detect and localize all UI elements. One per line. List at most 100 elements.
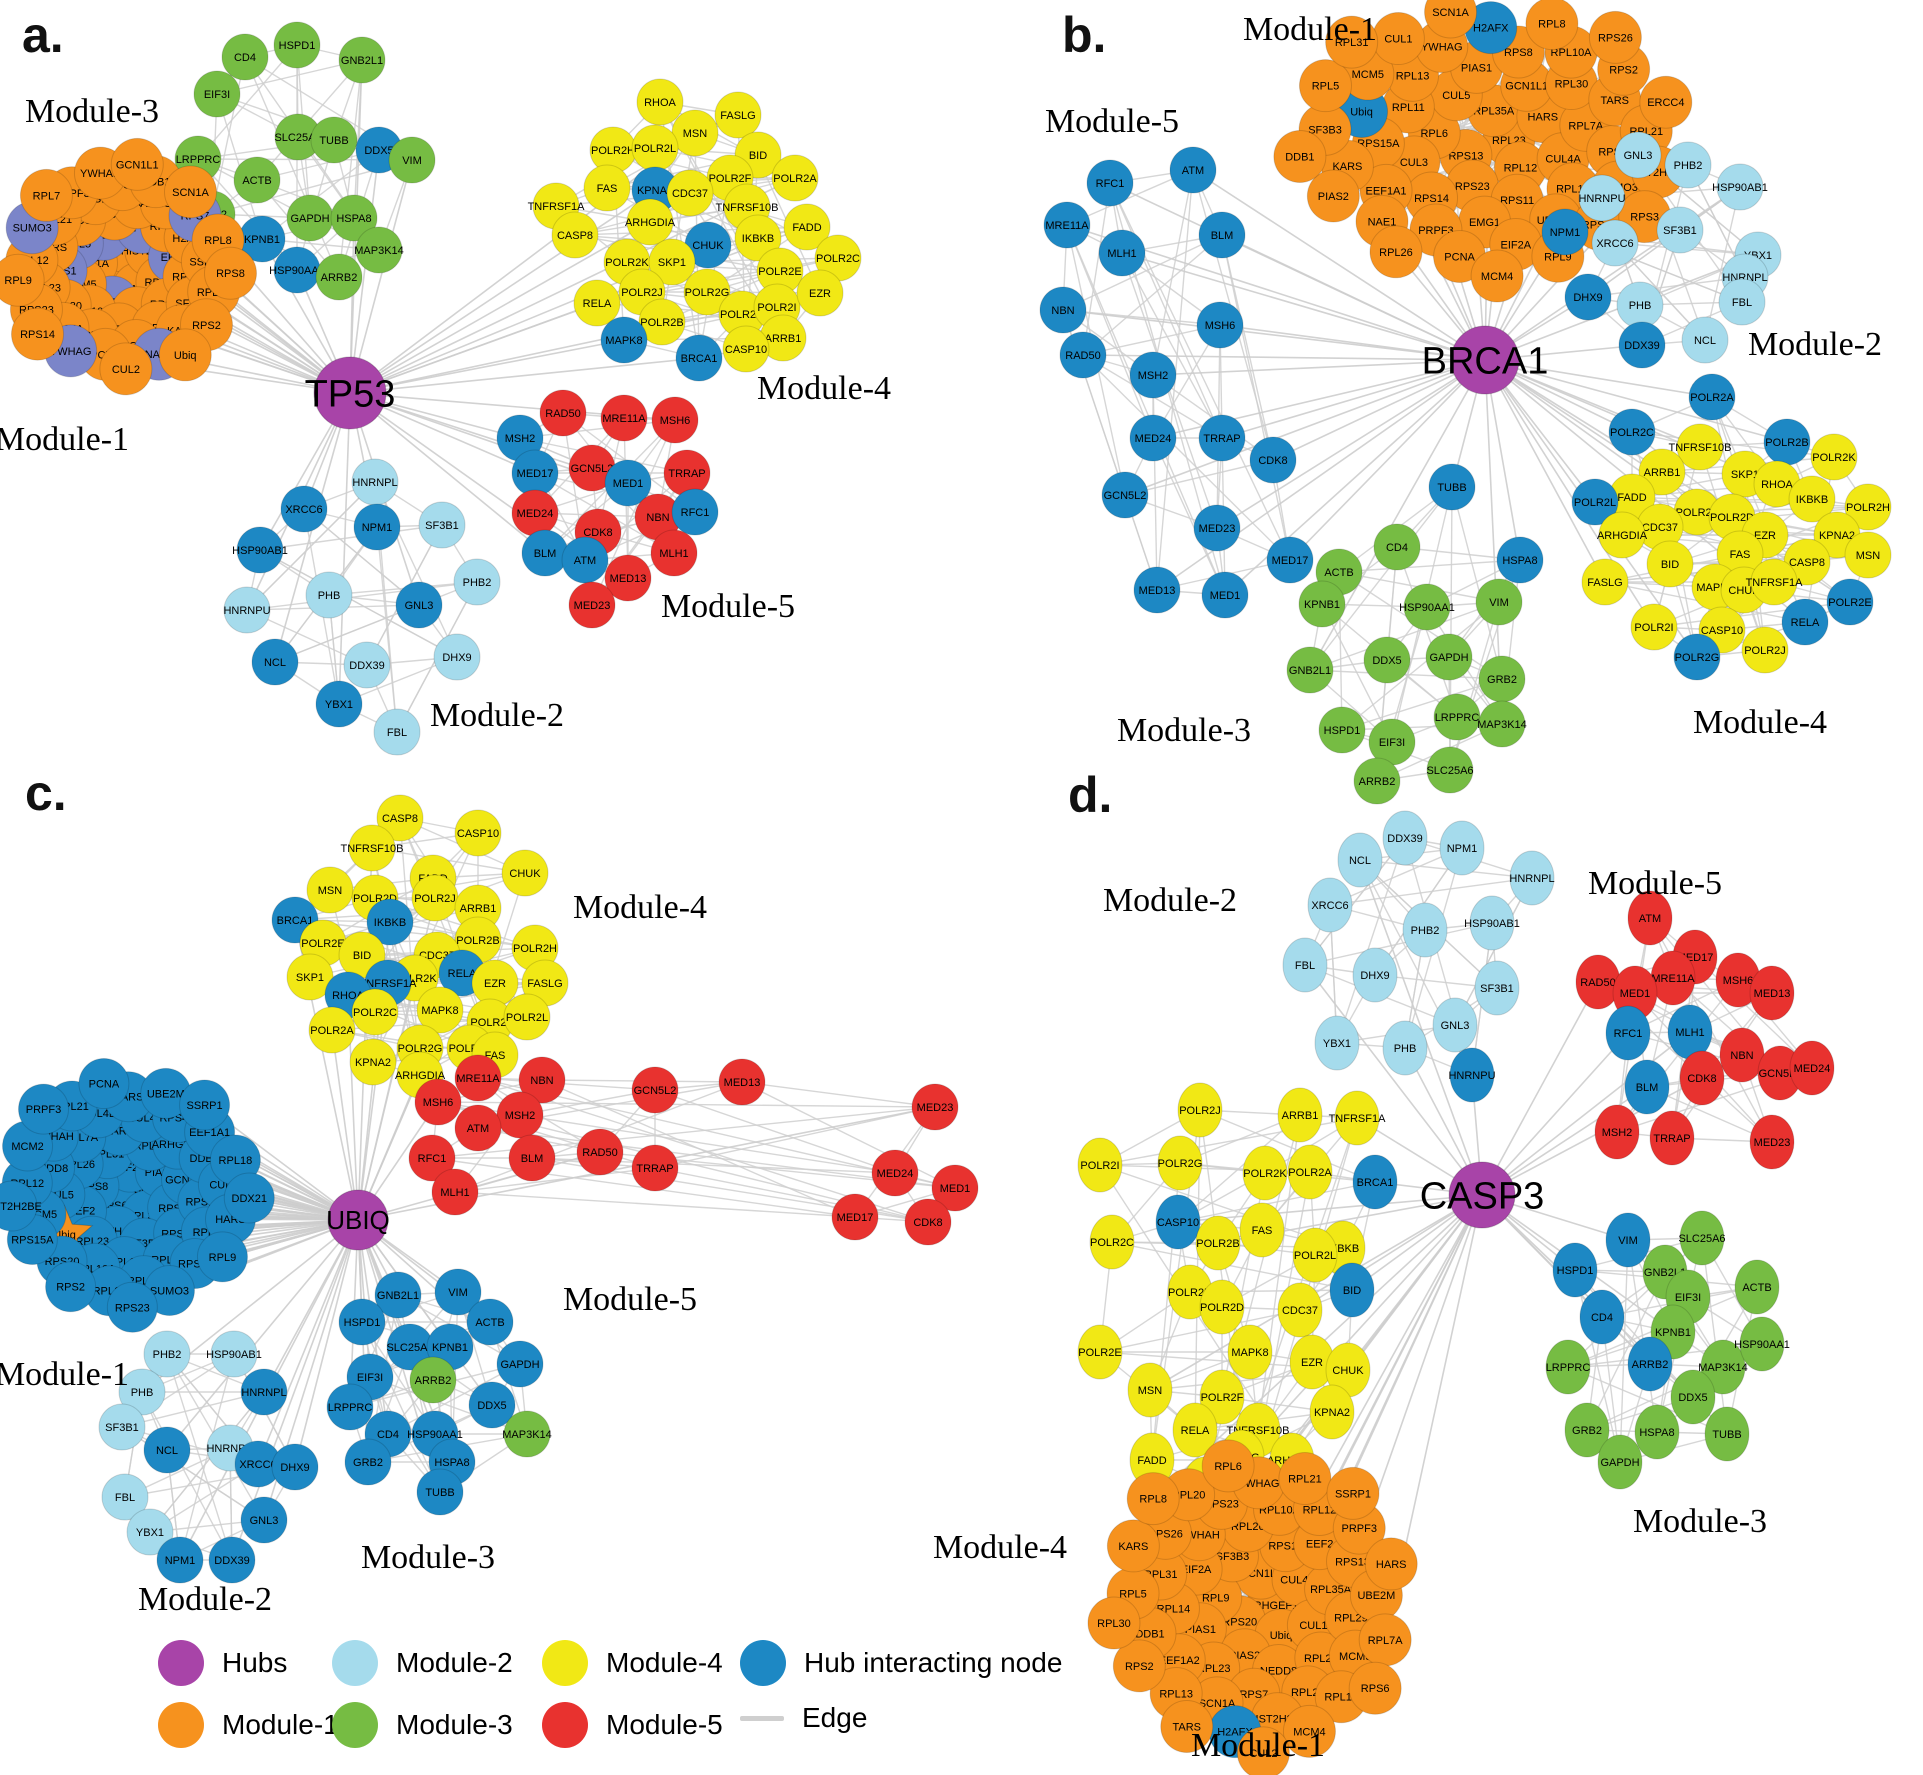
node-GCN5L2[interactable]: GCN5L2 (631, 1066, 679, 1114)
node-LRPPRC[interactable]: LRPPRC (1545, 1339, 1591, 1395)
node-CDC37[interactable]: CDC37 (1277, 1282, 1323, 1338)
node-TUBB[interactable]: TUBB (310, 116, 358, 164)
node-YBX1[interactable]: YBX1 (1314, 1015, 1360, 1071)
node-POLR2A[interactable]: POLR2A (1688, 373, 1736, 421)
node-GNL3[interactable]: GNL3 (395, 581, 443, 629)
node-SCN1A[interactable]: SCN1A (1424, 0, 1478, 39)
node-POLR2G[interactable]: POLR2G (1673, 633, 1721, 681)
node-MED13[interactable]: MED13 (1133, 566, 1181, 614)
node-ARRB1[interactable]: ARRB1 (759, 314, 807, 362)
node-RFC1[interactable]: RFC1 (1605, 1005, 1651, 1061)
node-RPL9[interactable]: RPL9 (196, 1231, 248, 1283)
node-CDK8[interactable]: CDK8 (1249, 436, 1297, 484)
node-MSN[interactable]: MSN (1844, 531, 1892, 579)
node-NBN[interactable]: NBN (1719, 1027, 1765, 1083)
node-POLR2B[interactable]: POLR2B (1195, 1215, 1241, 1271)
node-POLR2E[interactable]: POLR2E (756, 247, 804, 295)
node-POLR2I[interactable]: POLR2I (1630, 603, 1678, 651)
node-TRRAP[interactable]: TRRAP (1198, 414, 1246, 462)
node-HSP90AA1[interactable]: HSP90AA1 (1399, 583, 1455, 631)
node-EIF3I[interactable]: EIF3I (193, 70, 241, 118)
node-POLR2C[interactable]: POLR2C (351, 988, 399, 1036)
node-GNB2L1[interactable]: GNB2L1 (338, 36, 386, 84)
node-RPL26[interactable]: RPL26 (1369, 225, 1423, 279)
node-RELA[interactable]: RELA (1781, 598, 1829, 646)
node-RHOA[interactable]: RHOA (1753, 460, 1801, 508)
node-DDX39[interactable]: DDX39 (208, 1536, 256, 1584)
node-MSH6[interactable]: MSH6 (1715, 952, 1761, 1008)
node-POLR2L[interactable]: POLR2L (631, 124, 679, 172)
node-XRCC6[interactable]: XRCC6 (1307, 877, 1353, 933)
node-MCM4[interactable]: MCM4 (1470, 249, 1524, 303)
node-FBL[interactable]: FBL (373, 708, 421, 756)
node-KPNA2[interactable]: KPNA2 (349, 1038, 397, 1086)
node-CDK8[interactable]: CDK8 (904, 1198, 952, 1246)
node-RAD50[interactable]: RAD50 (539, 389, 587, 437)
node-HSP90AB1[interactable]: HSP90AB1 (206, 1330, 262, 1378)
node-BLM[interactable]: BLM (521, 529, 569, 577)
node-TRRAP[interactable]: TRRAP (631, 1144, 679, 1192)
node-BID[interactable]: BID (1329, 1262, 1375, 1318)
node-SF3B1[interactable]: SF3B1 (1656, 206, 1704, 254)
node-LRPPRC[interactable]: LRPPRC (1433, 693, 1481, 741)
node-HSPA8[interactable]: HSPA8 (1496, 536, 1544, 584)
node-MSN[interactable]: MSN (306, 866, 354, 914)
node-IKBKB[interactable]: IKBKB (1788, 475, 1836, 523)
node-HNRNPL[interactable]: HNRNPL (1509, 850, 1555, 906)
node-UBE2M[interactable]: UBE2M (140, 1067, 192, 1119)
node-POLR2F[interactable]: POLR2F (1199, 1369, 1245, 1425)
hub-CASP3[interactable]: CASP3 (1420, 1161, 1545, 1229)
node-HNRNPL[interactable]: HNRNPL (351, 458, 399, 506)
node-DHX9[interactable]: DHX9 (1564, 273, 1612, 321)
node-PHB[interactable]: PHB (1616, 281, 1664, 329)
node-RPS6[interactable]: RPS6 (1348, 1661, 1402, 1715)
node-RPS14[interactable]: RPS14 (11, 307, 65, 361)
node-CD4[interactable]: CD4 (1579, 1289, 1625, 1345)
node-XRCC6[interactable]: XRCC6 (280, 485, 328, 533)
node-POLR2B[interactable]: POLR2B (638, 298, 686, 346)
node-GNL3[interactable]: GNL3 (1614, 131, 1662, 179)
node-MED1[interactable]: MED1 (604, 459, 652, 507)
node-MSH6[interactable]: MSH6 (1196, 301, 1244, 349)
node-HNRNPU[interactable]: HNRNPU (1578, 174, 1626, 222)
node-TNFRSF1A[interactable]: TNFRSF1A (1746, 558, 1804, 606)
node-MED1[interactable]: MED1 (931, 1164, 979, 1212)
node-DDX39[interactable]: DDX39 (1618, 321, 1666, 369)
node-CASP10[interactable]: CASP10 (454, 809, 502, 857)
node-SKP1[interactable]: SKP1 (648, 238, 696, 286)
node-SKP1[interactable]: SKP1 (286, 953, 334, 1001)
node-KPNA2[interactable]: KPNA2 (1309, 1384, 1355, 1440)
node-GRB2[interactable]: GRB2 (344, 1438, 392, 1486)
node-POLR2K[interactable]: POLR2K (1242, 1145, 1288, 1201)
node-MED23[interactable]: MED23 (1749, 1114, 1795, 1170)
node-TNFRSF10B[interactable]: TNFRSF10B (341, 824, 404, 872)
node-ATM[interactable]: ATM (561, 536, 609, 584)
node-MED13[interactable]: MED13 (1749, 965, 1795, 1021)
node-RPL7[interactable]: RPL7 (19, 168, 73, 222)
node-HSPA8[interactable]: HSPA8 (1634, 1404, 1680, 1460)
node-ATM[interactable]: ATM (454, 1104, 502, 1152)
node-HSP90AB1[interactable]: HSP90AB1 (1464, 895, 1520, 951)
node-ACTB[interactable]: ACTB (466, 1298, 514, 1346)
node-POLR2E[interactable]: POLR2E (1826, 578, 1874, 626)
node-MSN[interactable]: MSN (671, 109, 719, 157)
node-RPS8[interactable]: RPS8 (203, 246, 257, 300)
node-Ubiq[interactable]: Ubiq (158, 328, 212, 382)
node-NCL[interactable]: NCL (1337, 832, 1383, 888)
node-SLC25A6[interactable]: SLC25A6 (1678, 1210, 1726, 1266)
node-BLM[interactable]: BLM (1198, 211, 1246, 259)
node-NPM1[interactable]: NPM1 (156, 1536, 204, 1584)
node-RFC1[interactable]: RFC1 (1086, 159, 1134, 207)
node-PHB2[interactable]: PHB2 (143, 1330, 191, 1378)
node-RPL5[interactable]: RPL5 (1298, 59, 1352, 113)
node-MED24[interactable]: MED24 (1789, 1040, 1835, 1096)
node-GAPDH[interactable]: GAPDH (496, 1340, 544, 1388)
node-ARRB1[interactable]: ARRB1 (1277, 1087, 1323, 1143)
node-HSPD1[interactable]: HSPD1 (1552, 1242, 1598, 1298)
node-POLR2B[interactable]: POLR2B (1763, 418, 1811, 466)
node-DDX21[interactable]: DDX21 (223, 1172, 275, 1224)
node-CUL1[interactable]: CUL1 (1371, 12, 1425, 66)
node-HIST2H2BE[interactable]: HIST2H2BE (0, 1180, 42, 1232)
node-POLR2H[interactable]: POLR2H (1844, 483, 1892, 531)
node-PHB2[interactable]: PHB2 (1402, 902, 1448, 958)
